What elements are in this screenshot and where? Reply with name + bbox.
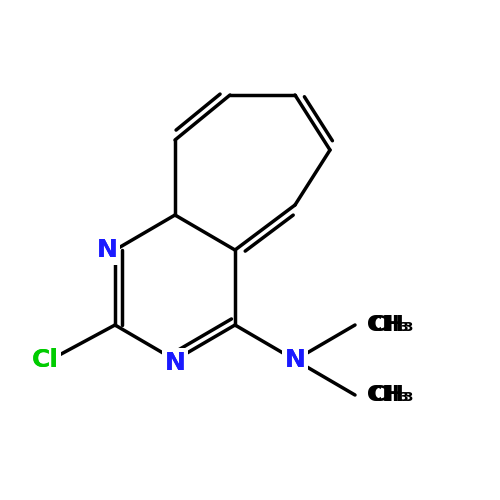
- Text: N: N: [284, 348, 306, 372]
- Text: N: N: [97, 238, 118, 262]
- Text: Cl: Cl: [32, 348, 58, 372]
- Text: N: N: [284, 348, 306, 372]
- Text: CH₃: CH₃: [368, 385, 409, 405]
- Text: N: N: [97, 238, 118, 262]
- Text: CH₃: CH₃: [368, 315, 409, 335]
- Text: N: N: [164, 350, 186, 374]
- Text: CH₃: CH₃: [370, 385, 414, 405]
- Text: N: N: [284, 348, 306, 372]
- Text: N: N: [164, 350, 186, 374]
- Text: N: N: [97, 238, 118, 262]
- Text: Cl: Cl: [32, 348, 58, 372]
- Text: N: N: [164, 350, 186, 374]
- Text: CH₃: CH₃: [370, 315, 414, 335]
- Text: Cl: Cl: [32, 348, 58, 372]
